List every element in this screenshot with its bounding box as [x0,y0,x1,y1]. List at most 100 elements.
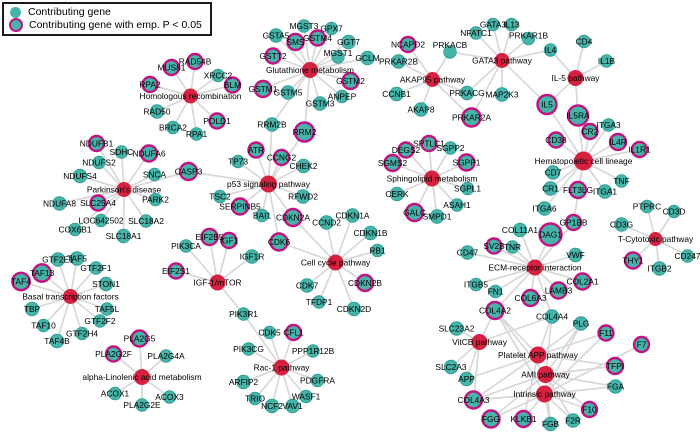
gene-label-CDKN2A: CDKN2A [276,213,310,223]
gene-node-ACOX1 [108,386,122,401]
gene-node-TNF [614,174,629,188]
gene-label-CDK5: CDK5 [258,328,281,338]
gene-node-COL4A2 [485,300,505,321]
edge [278,241,336,264]
gene-node-GTF2F2 [93,314,107,328]
gene-node-GSTM2 [341,71,360,91]
gene-label-VWF: VWF [566,250,585,260]
legend-label-gene: Contributing gene [28,6,111,18]
gene-label-FLT3LG: FLT3LG [563,185,593,195]
gene-node-SLC25A4 [89,194,107,212]
gene-label-TAF10: TAF10 [31,321,56,331]
gene-node-CASP3 [178,161,199,182]
gene-label-CDK6: CDK6 [268,237,291,247]
gene-node-IL4R [608,132,628,152]
gene-label-EIF2S1: EIF2S1 [162,266,190,276]
gene-label-FGG: FGG [482,414,500,424]
gene-node-SGMS2 [383,153,402,173]
gene-node-RAD54B [186,52,204,71]
gene-node-CR2 [581,122,599,141]
gene-label-SERPINB5: SERPINB5 [219,202,261,212]
pathway-label-Rac-1 pathway: Rac-1 pathway [254,363,311,373]
gene-label-MGST3: MGST3 [290,21,319,31]
gene-node-GALC [404,202,425,223]
gene-node-IL1R1 [630,140,649,159]
gene-node-GSTM1 [253,79,273,99]
edge [494,309,539,356]
gene-node-NDUFA6 [139,144,159,163]
gene-label-CD4: CD4 [576,37,593,47]
gene-node-TAF5 [69,251,85,266]
gene-node-IL1B [599,54,614,68]
gene-node-PLA2G5 [130,329,149,348]
gene-label-CD3G: CD3G [610,220,633,230]
gene-label-TAF5: TAF5 [67,254,87,264]
edge [334,215,354,263]
pathway-node-AMI pathway [537,366,554,383]
gene-node-PIK3CG [241,342,256,356]
pathway-label-Homologous recombination: Homologous recombination [140,91,242,101]
gene-node-SGPL1 [460,181,475,196]
edge [534,267,553,317]
gene-label-PLA2G2E: PLA2G2E [123,400,161,410]
gene-label-ITGA1: ITGA1 [593,187,618,197]
gene-node-RPA1 [189,127,204,141]
gene-label-GP1BB: GP1BB [560,218,588,228]
gene-label-RAD54B: RAD54B [179,57,212,67]
gene-label-ITGB2: ITGB2 [647,264,672,274]
gene-label-CERK: CERK [385,189,409,199]
gene-node-CDKN2B [355,273,375,293]
edge [466,59,503,94]
gene-label-SLC25A4: SLC25A4 [80,198,116,208]
pathway-node-Intrinsic pathway [536,385,553,403]
gene-node-POLD1 [208,112,226,130]
edge [275,34,311,71]
gene-node-CD4 [577,34,591,49]
gene-label-COL2A1: COL2A1 [566,277,598,287]
gene-label-PRKACG: PRKACG [449,88,484,98]
gene-label-PRKAR2B: PRKAR2B [379,57,419,67]
gene-node-TSC2 [213,189,227,204]
gene-node-F11 [597,324,615,342]
gene-node-TBP [24,301,40,317]
gene-label-CCNG2: CCNG2 [267,153,297,163]
gene-node-KLKB1 [514,409,533,429]
edge [122,189,125,237]
pathway-label-p53 signaling pathway: p53 signaling pathway [227,179,311,189]
gene-label-CDKN1A: CDKN1A [336,211,370,221]
gene-label-CDKN2D: CDKN2D [337,304,371,314]
edge [545,365,616,376]
gene-label-SGPP2: SGPP2 [437,143,465,153]
gene-node-ITGB5 [469,277,483,292]
gene-node-TNR [505,240,520,254]
gene-label-DEGS2: DEGS2 [392,145,421,155]
gene-node-NCF2 [264,398,280,414]
gene-label-SDHC: SDHC [110,147,134,157]
gene-label-GTF2F1: GTF2F1 [80,263,112,273]
edge [473,373,546,401]
gene-label-COX6B1: COX6B1 [58,225,91,235]
gene-node-F10 [580,400,599,419]
gene-node-RRM2 [293,121,316,143]
gene-label-COL6A3: COL6A3 [514,293,546,303]
gene-node-TFDP1 [312,295,326,309]
gene-node-CDKN1A [345,208,360,223]
gene-node-MGST1 [331,50,345,64]
gene-label-STON1: STON1 [92,279,120,289]
gene-label-CASP3: CASP3 [175,167,203,177]
gene-node-CCNB1 [389,86,404,102]
gene-node-FGB [543,416,558,432]
gene-node-CFL1 [284,323,303,342]
pathway-node-Platelet APP pathway [529,346,547,364]
gene-label-ITGA6: ITGA6 [532,204,557,214]
gene-node-COL4A3 [463,390,484,410]
pathway-label-Parkinson's disease: Parkinson's disease [87,185,162,195]
gene-label-BRCA2: BRCA2 [159,123,187,133]
gene-node-PRKACG [459,85,475,101]
gene-node-RB1 [370,243,385,258]
pathway-node-Rac-1 pathway [273,359,290,376]
pathway-label-Intrinsic pathway: Intrinsic pathway [513,389,576,399]
gene-node-TAF10 [36,318,51,333]
gene-node-ATR [247,141,265,159]
